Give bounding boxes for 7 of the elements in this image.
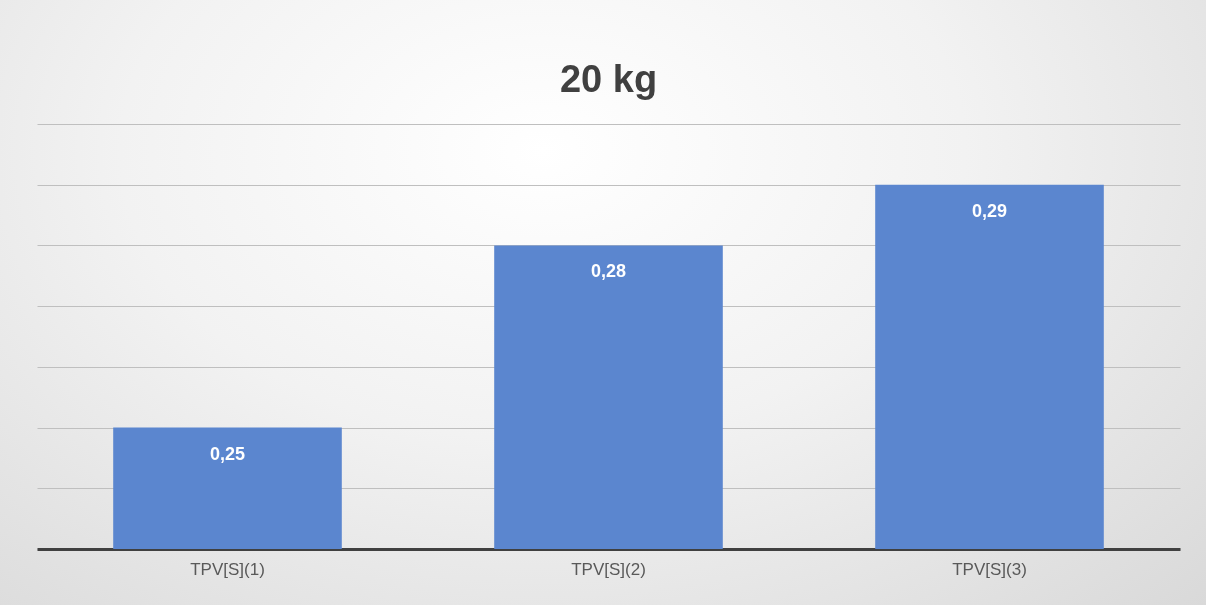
x-tick-label: TPV[S](3) (952, 559, 1027, 579)
data-label: 0,29 (971, 200, 1008, 221)
data-label: 0,25 (209, 443, 246, 464)
chart-title: 20 kg (559, 58, 658, 100)
x-tick-label: TPV[S](1) (190, 559, 265, 579)
x-tick-label: TPV[S](2) (571, 559, 646, 579)
data-label: 0,28 (590, 261, 627, 282)
